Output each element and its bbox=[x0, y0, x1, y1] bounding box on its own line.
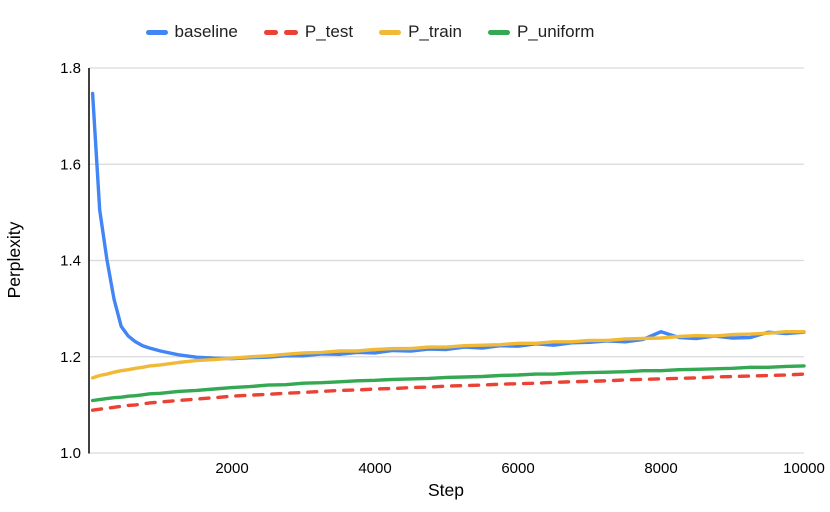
y-tick-label: 1.6 bbox=[60, 156, 81, 173]
y-tick-label: 1.2 bbox=[60, 349, 81, 366]
y-axis-title: Perplexity bbox=[4, 221, 24, 298]
x-tick-label: 8000 bbox=[644, 460, 677, 477]
legend-label: baseline bbox=[174, 22, 238, 41]
y-tick-label: 1.0 bbox=[60, 445, 81, 462]
y-tick-label: 1.4 bbox=[60, 253, 81, 270]
series-line-baseline bbox=[90, 91, 806, 361]
legend-swatch-icon-baseline bbox=[145, 29, 168, 35]
y-tick-label: 1.8 bbox=[60, 60, 81, 77]
legend-item-P_uniform: P_uniform bbox=[487, 22, 595, 42]
legend-item-P_test: P_test bbox=[263, 22, 354, 42]
x-tick-label: 2000 bbox=[215, 460, 248, 477]
x-tick-label: 4000 bbox=[358, 460, 391, 477]
legend-swatch-icon-P_train bbox=[379, 29, 402, 35]
legend-label: P_uniform bbox=[516, 22, 595, 41]
legend-label: P_test bbox=[304, 22, 354, 41]
gridlines bbox=[89, 67, 804, 454]
legend-swatch-icon-P_uniform bbox=[487, 29, 510, 35]
x-axis-title: Step bbox=[428, 480, 464, 500]
x-tick-label: 6000 bbox=[501, 460, 534, 477]
legend-item-P_train: P_train bbox=[379, 22, 462, 42]
series-line-P_test bbox=[90, 372, 806, 412]
series-line-P_uniform bbox=[90, 364, 806, 403]
x-tick-label: 10000 bbox=[783, 460, 825, 477]
legend-item-baseline: baseline bbox=[145, 22, 238, 42]
legend-swatch-icon-P_test bbox=[263, 29, 298, 35]
chart-legend: baseline P_test P_train P_uniform bbox=[0, 22, 785, 42]
x-axis-tick-labels: 2000 4000 6000 8000 10000 bbox=[215, 460, 825, 477]
series-lines bbox=[90, 91, 806, 412]
y-axis-tick-labels: 1.0 1.2 1.4 1.6 1.8 bbox=[60, 60, 81, 462]
legend-label: P_train bbox=[408, 22, 462, 41]
series-line-P_train bbox=[90, 330, 806, 380]
